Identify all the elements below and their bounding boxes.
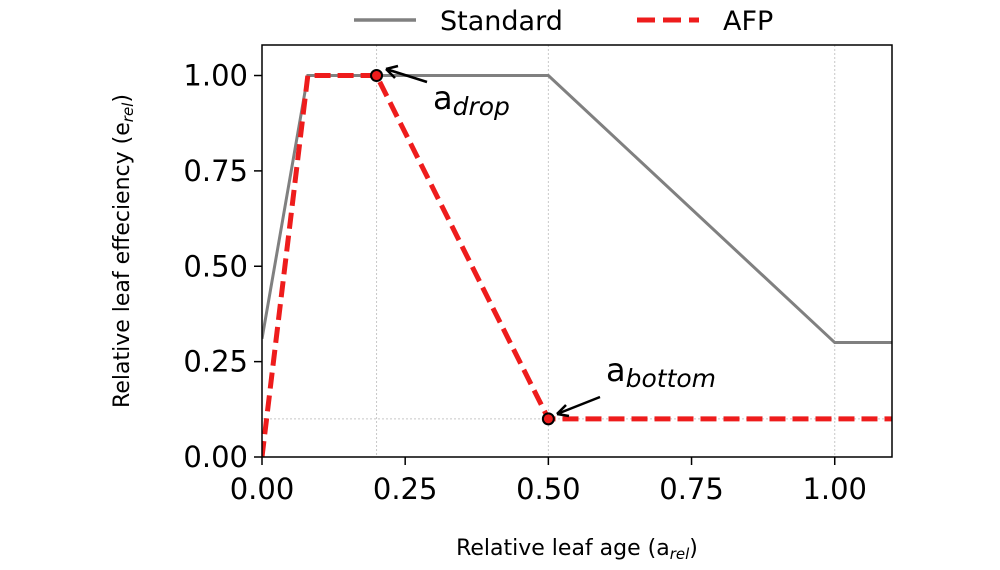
x-tick-label: 0.00 [230, 472, 295, 506]
y-tick-label: 0.25 [183, 345, 248, 379]
series-line-afp [262, 73, 892, 457]
annotation-drop-arrow [385, 67, 428, 84]
y-tick-label: 1.00 [183, 59, 248, 93]
legend: Standard AFP [354, 6, 773, 37]
guide-lines [262, 45, 892, 457]
x-tick-label: 0.50 [516, 472, 581, 506]
x-tick-label: 1.00 [802, 472, 867, 506]
annotation-bottom-arrowhead [556, 404, 570, 418]
x-tick-label: 0.25 [373, 472, 438, 506]
annotation-bottom: abottom [556, 351, 716, 418]
series-line-standard [262, 74, 892, 345]
y-tick-label: 0.75 [183, 154, 248, 188]
x-axis: 0.00 0.25 0.50 0.75 1.00 [230, 457, 867, 506]
annotation-drop: adrop [385, 64, 510, 121]
legend-label-standard: Standard [440, 6, 563, 37]
y-axis-label: Relative leaf effeciency (erel) [110, 94, 137, 408]
annotation-bottom-label: abottom [606, 351, 716, 393]
annotation-bottom-arrow [556, 395, 601, 416]
annotation-markers [370, 69, 555, 426]
marker-bottom [541, 412, 555, 426]
x-tick-label: 0.75 [659, 472, 724, 506]
annotation-drop-label: adrop [433, 79, 510, 121]
y-tick-label: 0.00 [183, 440, 248, 474]
legend-label-afp: AFP [723, 6, 773, 37]
plot-frame [261, 44, 893, 458]
marker-drop [370, 69, 384, 83]
annotation-drop-arrowhead [385, 64, 399, 79]
x-axis-label: Relative leaf age (arel) [456, 536, 698, 563]
y-tick-label: 0.50 [183, 249, 248, 283]
y-axis: 0.00 0.25 0.50 0.75 1.00 [183, 59, 262, 474]
series-layer [262, 73, 892, 457]
